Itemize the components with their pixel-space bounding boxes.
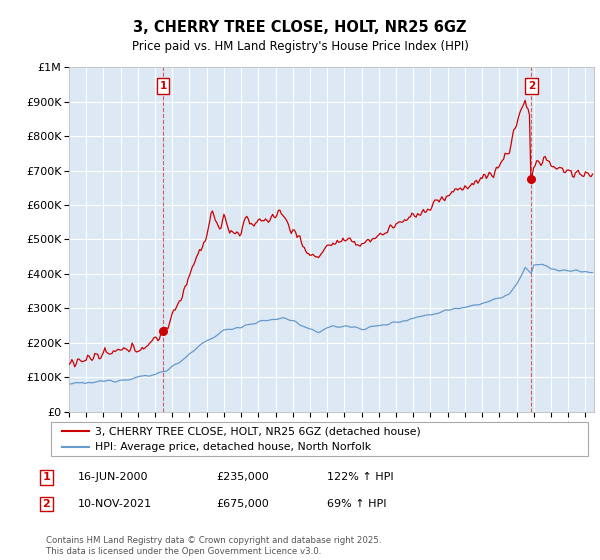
Text: 3, CHERRY TREE CLOSE, HOLT, NR25 6GZ (detached house): 3, CHERRY TREE CLOSE, HOLT, NR25 6GZ (de…: [95, 426, 421, 436]
Text: 1: 1: [160, 81, 167, 91]
Text: £235,000: £235,000: [216, 472, 269, 482]
Text: £675,000: £675,000: [216, 499, 269, 509]
Text: Price paid vs. HM Land Registry's House Price Index (HPI): Price paid vs. HM Land Registry's House …: [131, 40, 469, 53]
Text: 16-JUN-2000: 16-JUN-2000: [78, 472, 149, 482]
Text: 122% ↑ HPI: 122% ↑ HPI: [327, 472, 394, 482]
Text: 2: 2: [43, 499, 50, 509]
Text: Contains HM Land Registry data © Crown copyright and database right 2025.
This d: Contains HM Land Registry data © Crown c…: [46, 536, 382, 556]
Text: HPI: Average price, detached house, North Norfolk: HPI: Average price, detached house, Nort…: [95, 442, 371, 452]
Text: 10-NOV-2021: 10-NOV-2021: [78, 499, 152, 509]
Text: 69% ↑ HPI: 69% ↑ HPI: [327, 499, 386, 509]
Text: 2: 2: [528, 81, 535, 91]
Text: 3, CHERRY TREE CLOSE, HOLT, NR25 6GZ: 3, CHERRY TREE CLOSE, HOLT, NR25 6GZ: [133, 20, 467, 35]
Text: 1: 1: [43, 472, 50, 482]
